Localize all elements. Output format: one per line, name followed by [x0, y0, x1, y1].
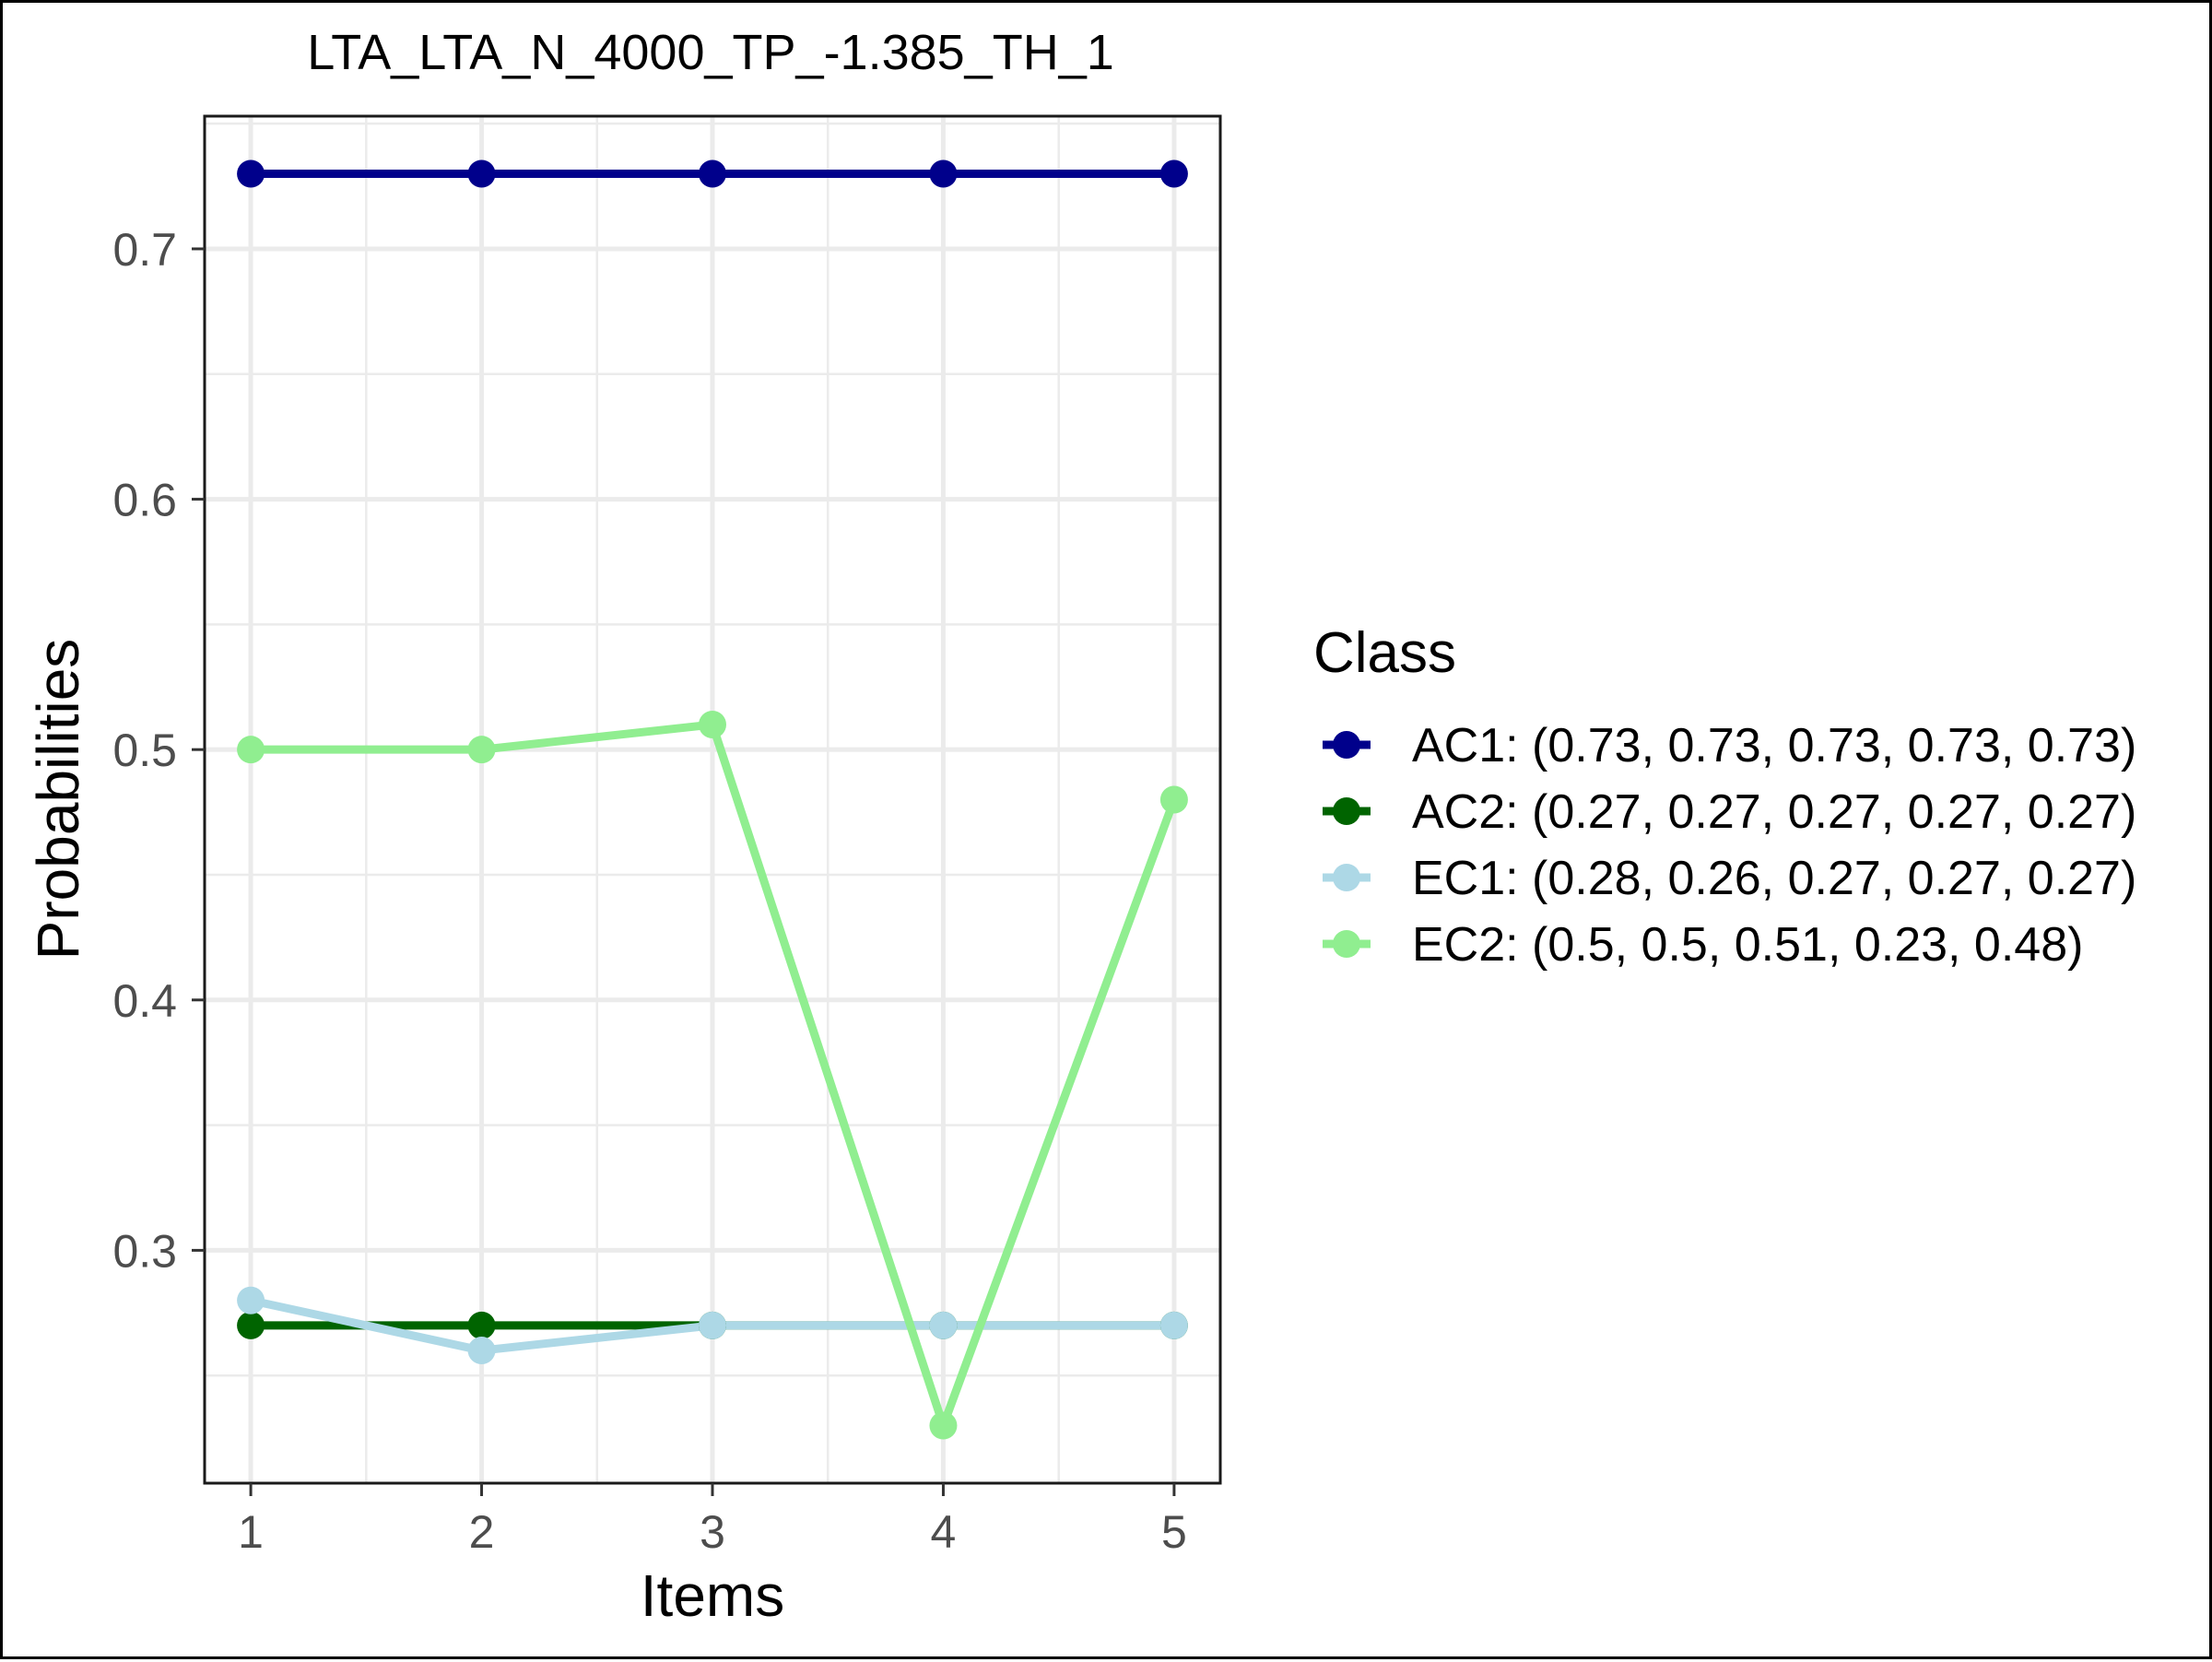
- legend-item-ec1: EC1: (0.28, 0.26, 0.27, 0.27, 0.27): [1323, 852, 2136, 905]
- data-point-ec2: [1159, 785, 1188, 814]
- x-tick-label: 1: [238, 1506, 264, 1558]
- data-point-ac1: [467, 159, 496, 188]
- y-tick-label: 0.4: [112, 975, 177, 1027]
- legend-label: AC1: (0.73, 0.73, 0.73, 0.73, 0.73): [1412, 719, 2136, 772]
- x-axis-title: Items: [641, 1562, 784, 1629]
- y-tick-label: 0.6: [112, 475, 177, 526]
- legend-title: Class: [1313, 621, 1456, 685]
- series-points: [237, 159, 1188, 1440]
- legend: Class AC1: (0.73, 0.73, 0.73, 0.73, 0.73…: [1313, 621, 2136, 972]
- legend-label: AC2: (0.27, 0.27, 0.27, 0.27, 0.27): [1412, 785, 2136, 839]
- legend-label: EC2: (0.5, 0.5, 0.51, 0.23, 0.48): [1412, 918, 2083, 972]
- legend-key-point: [1333, 930, 1360, 958]
- y-axis-title: Probabilities: [25, 639, 91, 961]
- data-point-ec2: [237, 736, 265, 764]
- data-point-ac2: [237, 1311, 265, 1339]
- x-tick-label: 4: [931, 1506, 957, 1558]
- y-tick-label: 0.5: [112, 725, 177, 776]
- legend-item-ac2: AC2: (0.27, 0.27, 0.27, 0.27, 0.27): [1323, 785, 2136, 839]
- data-point-ec1: [1159, 1311, 1188, 1339]
- data-point-ac1: [1159, 159, 1188, 188]
- data-point-ec1: [699, 1311, 726, 1339]
- legend-item-ac1: AC1: (0.73, 0.73, 0.73, 0.73, 0.73): [1323, 719, 2136, 772]
- data-point-ec1: [237, 1286, 265, 1314]
- y-tick-label: 0.3: [112, 1225, 177, 1277]
- data-point-ac1: [929, 159, 958, 188]
- chart-title: LTA_LTA_N_4000_TP_-1.385_TH_1: [307, 25, 1114, 80]
- data-point-ac1: [699, 159, 726, 188]
- x-tick-label: 3: [700, 1506, 725, 1558]
- data-point-ec1: [467, 1337, 496, 1365]
- legend-key-point: [1333, 797, 1360, 825]
- legend-key-point: [1333, 731, 1360, 759]
- data-point-ec2: [699, 711, 726, 739]
- x-tick-label: 5: [1161, 1506, 1187, 1558]
- x-tick-label: 2: [469, 1506, 495, 1558]
- y-tick-label: 0.7: [112, 224, 177, 276]
- line-chart: LTA_LTA_N_4000_TP_-1.385_TH_1 1 2 3 4 5 0.3 0.…: [25, 25, 2136, 1629]
- data-point-ec2: [467, 736, 496, 764]
- legend-item-ec2: EC2: (0.5, 0.5, 0.51, 0.23, 0.48): [1323, 918, 2083, 972]
- data-point-ac2: [467, 1311, 496, 1339]
- data-point-ac1: [237, 159, 265, 188]
- data-point-ec1: [929, 1311, 958, 1339]
- axes: 1 2 3 4 5 0.3 0.4 0.5 0.6 0.7: [112, 224, 1186, 1558]
- legend-key-point: [1333, 864, 1360, 891]
- legend-label: EC1: (0.28, 0.26, 0.27, 0.27, 0.27): [1412, 852, 2136, 905]
- data-point-ec2: [929, 1411, 958, 1440]
- grid: [205, 116, 1220, 1483]
